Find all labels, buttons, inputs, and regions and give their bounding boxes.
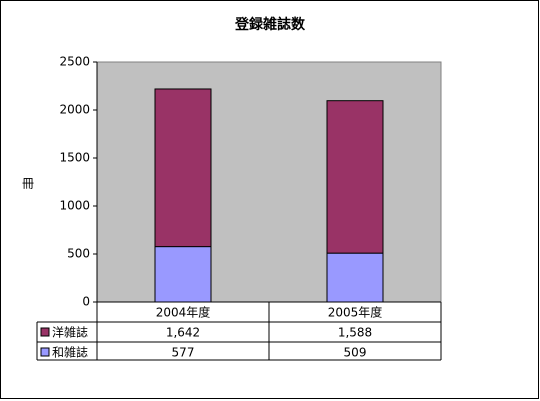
y-tick-label: 0 [82, 295, 90, 309]
x-tick-label: 2004年度 [156, 305, 211, 320]
table-value: 1,642 [166, 326, 200, 340]
legend-key [40, 347, 50, 357]
y-tick-label: 500 [67, 247, 90, 261]
x-tick-label: 2005年度 [328, 305, 383, 320]
legend-key [40, 327, 50, 337]
y-tick-label: 1500 [59, 151, 90, 165]
y-tick-label: 2000 [59, 103, 90, 117]
chart-title: 登録雑誌数 [234, 16, 306, 33]
y-tick-label: 2500 [59, 55, 90, 69]
legend-label: 洋雑誌 [52, 325, 88, 340]
bar-segment [154, 88, 212, 248]
y-axis-label: 冊 [22, 177, 34, 191]
bar-segment [326, 252, 384, 303]
table-value: 577 [172, 346, 195, 360]
bar-segment [154, 246, 212, 303]
table-value: 1,588 [338, 326, 372, 340]
plot-area [96, 61, 442, 303]
table-value: 509 [344, 346, 367, 360]
bar-segment [326, 100, 384, 254]
legend-label: 和雑誌 [52, 345, 88, 360]
y-tick-label: 1000 [59, 199, 90, 213]
